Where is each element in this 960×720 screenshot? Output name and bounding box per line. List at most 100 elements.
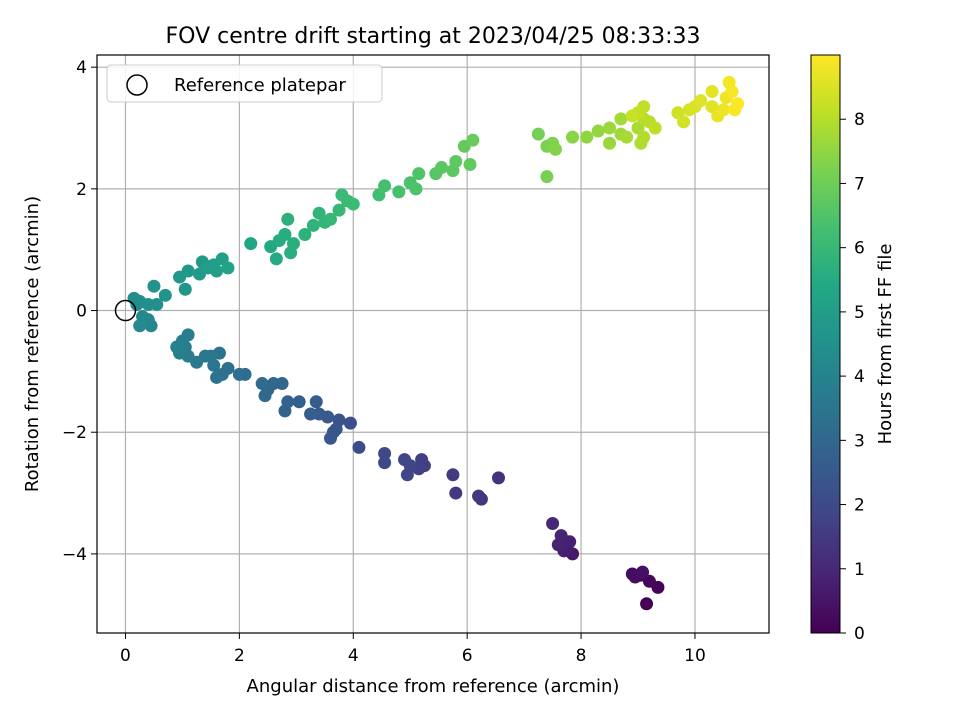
data-point: [625, 567, 639, 581]
data-point: [435, 161, 449, 175]
data-point: [531, 127, 545, 141]
colorbar-tick-label: 0: [854, 624, 865, 644]
colorbar-tick-label: 1: [854, 560, 865, 580]
data-point: [304, 407, 318, 421]
data-point: [620, 130, 634, 144]
data-point: [648, 121, 662, 135]
x-axis-label: Angular distance from reference (arcmin): [247, 676, 620, 697]
colorbar-gradient: [810, 54, 841, 634]
data-point: [298, 227, 312, 241]
data-point: [472, 489, 486, 503]
data-point: [446, 468, 460, 482]
data-point: [566, 130, 580, 144]
colorbar-tick-label: 3: [854, 431, 865, 451]
grid-lines: [97, 55, 769, 633]
data-point: [694, 94, 708, 108]
data-point: [346, 197, 360, 211]
data-point: [133, 319, 147, 333]
data-point: [580, 130, 594, 144]
colorbar-ticks: 0 1 2 3 4 5 6 7 8: [840, 110, 865, 644]
data-point: [603, 136, 617, 150]
data-point: [281, 212, 295, 226]
y-tick-label: −4: [62, 545, 87, 565]
data-point: [491, 471, 505, 485]
data-point: [409, 182, 423, 196]
colorbar-tick-label: 7: [854, 174, 865, 194]
legend-entry-reference-platepar: Reference platepar: [174, 75, 346, 96]
y-tick-label: 0: [76, 302, 87, 322]
data-point: [603, 121, 617, 135]
colorbar-tick-label: 8: [854, 110, 865, 130]
colorbar-label: Hours from first FF file: [875, 244, 896, 445]
data-point: [158, 288, 172, 302]
x-tick-label: 8: [576, 646, 587, 666]
data-point: [378, 456, 392, 470]
data-point: [731, 97, 745, 111]
colorbar-tick-label: 5: [854, 303, 865, 323]
x-tick-label: 10: [684, 646, 706, 666]
data-point: [449, 486, 463, 500]
data-point: [725, 85, 739, 99]
data-point: [170, 340, 184, 354]
data-point: [210, 370, 224, 384]
data-point: [343, 416, 357, 430]
reference-marker-layer: [114, 299, 137, 322]
data-point: [323, 431, 337, 445]
data-point: [258, 389, 272, 403]
data-point: [181, 264, 195, 278]
x-tick-label: 2: [234, 646, 245, 666]
data-point: [278, 404, 292, 418]
x-tick-label: 4: [348, 646, 359, 666]
colorbar: 0 1 2 3 4 5 6 7 8 Hours from first FF file: [810, 54, 896, 644]
data-point: [705, 85, 719, 99]
data-point: [398, 453, 412, 467]
data-point: [147, 279, 161, 293]
data-point: [540, 170, 554, 184]
data-point: [637, 130, 651, 144]
data-point: [286, 237, 300, 251]
data-point: [221, 261, 235, 275]
data-point: [400, 468, 414, 482]
data-point: [232, 367, 246, 381]
y-tick-label: −2: [62, 423, 87, 443]
y-axis-ticks: −4 −2 0 2 4: [62, 58, 97, 565]
data-point: [548, 142, 562, 156]
x-tick-label: 6: [462, 646, 473, 666]
data-point: [292, 395, 306, 409]
data-point: [466, 133, 480, 147]
data-points: [127, 75, 745, 611]
data-point: [554, 529, 568, 543]
data-point: [625, 109, 639, 123]
legend: Reference platepar: [106, 64, 383, 103]
data-point: [463, 158, 477, 172]
legend-marker-circle: [126, 74, 148, 96]
data-point: [640, 597, 654, 611]
plot-frame: [96, 54, 770, 634]
data-point: [716, 103, 730, 117]
data-point: [412, 167, 426, 181]
data-point: [591, 124, 605, 138]
data-point: [244, 237, 258, 251]
data-point: [309, 395, 323, 409]
chart-title: FOV centre drift starting at 2023/04/25 …: [166, 24, 701, 49]
reference-platepar-marker: [114, 299, 137, 322]
colorbar-tick-label: 4: [854, 367, 865, 387]
data-point: [306, 218, 320, 232]
x-axis-ticks: 0 2 4 6 8 10: [120, 633, 706, 666]
data-point: [210, 264, 224, 278]
x-tick-label: 0: [120, 646, 131, 666]
legend-box: [106, 64, 383, 103]
colorbar-tick-label: 2: [854, 496, 865, 516]
data-point: [449, 154, 463, 168]
y-axis-label: Rotation from reference (arcmin): [22, 196, 43, 492]
colorbar-tick-label: 6: [854, 239, 865, 259]
data-point: [546, 516, 560, 530]
data-point: [378, 447, 392, 461]
data-point: [392, 185, 406, 199]
data-point: [332, 203, 346, 217]
data-point: [378, 179, 392, 193]
data-point: [255, 377, 269, 391]
data-point: [677, 115, 691, 129]
y-tick-label: 2: [76, 180, 87, 200]
